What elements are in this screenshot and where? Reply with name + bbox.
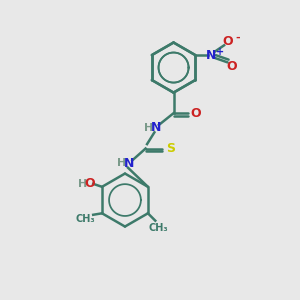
Text: H: H [117,158,127,168]
Text: O: O [84,177,95,190]
Text: CH₃: CH₃ [75,214,95,224]
Text: +: + [216,47,224,57]
Text: O: O [222,35,233,48]
Text: S: S [166,142,175,155]
Text: -: - [236,32,240,42]
Text: H: H [144,123,153,133]
Text: N: N [124,157,135,170]
Text: O: O [190,107,201,120]
Text: CH₃: CH₃ [148,223,168,233]
Text: N: N [206,49,217,62]
Text: O: O [227,60,237,73]
Text: H: H [78,179,88,189]
Text: N: N [151,122,161,134]
